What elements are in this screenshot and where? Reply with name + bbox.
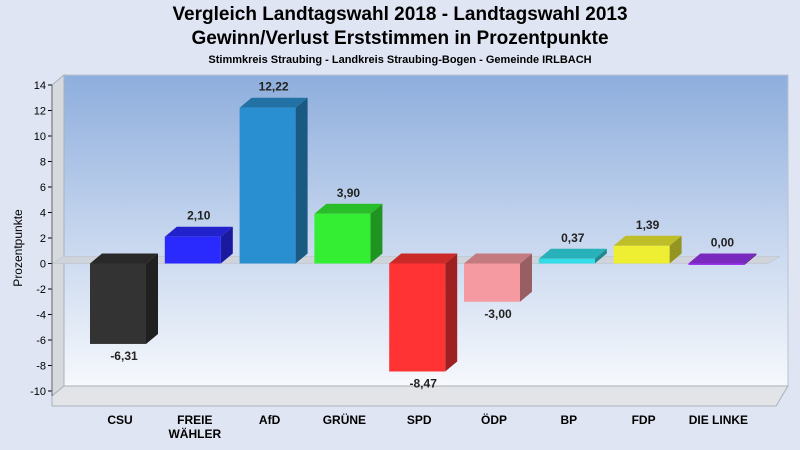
bar xyxy=(688,263,745,265)
x-tick-label: BP xyxy=(560,413,577,427)
data-label: 0,00 xyxy=(711,236,735,250)
bar xyxy=(164,236,221,264)
bar-group xyxy=(164,226,233,264)
bar-top xyxy=(688,253,757,264)
bar xyxy=(613,245,670,264)
bar-side xyxy=(669,235,682,264)
y-tick-label: -6 xyxy=(36,335,46,347)
bar-group xyxy=(239,97,308,264)
bar-group xyxy=(90,253,158,344)
bar-side xyxy=(445,253,458,372)
bar xyxy=(239,107,296,264)
x-tick-label: GRÜNE xyxy=(323,412,366,427)
bar-side xyxy=(594,248,607,264)
bar xyxy=(389,263,446,372)
y-tick-label: -10 xyxy=(30,386,46,398)
x-tick-label: FREIE xyxy=(177,413,212,427)
x-tick-label: CSU xyxy=(107,413,132,427)
bar-top xyxy=(464,253,532,264)
bar-top xyxy=(538,248,607,259)
bar-side xyxy=(370,203,383,264)
bar-side xyxy=(146,253,158,344)
bar-side xyxy=(744,253,757,265)
bar-group xyxy=(538,248,607,264)
bar-group xyxy=(314,203,383,264)
bar-side xyxy=(220,226,233,264)
data-label: 1,39 xyxy=(636,218,660,232)
bar xyxy=(538,258,595,264)
bar-side xyxy=(520,253,532,302)
data-label: 0,37 xyxy=(561,231,585,245)
chart-region-subtitle: Stimmkreis Straubing - Landkreis Straubi… xyxy=(208,54,592,66)
y-tick-label: 10 xyxy=(34,131,46,143)
bar-top xyxy=(90,253,158,264)
bar-top xyxy=(389,253,458,264)
data-label: -3,00 xyxy=(484,307,512,321)
bar-top xyxy=(613,235,682,246)
bar xyxy=(90,263,146,344)
data-label: 12,22 xyxy=(259,80,289,94)
data-label: 2,10 xyxy=(187,209,211,223)
bar-top xyxy=(239,97,308,108)
y-tick-label: 12 xyxy=(34,106,46,118)
y-tick-label: -8 xyxy=(36,361,46,373)
x-tick-label: DIE LINKE xyxy=(689,413,748,427)
data-label: 3,90 xyxy=(337,186,361,200)
plot-floor xyxy=(51,385,789,407)
data-label: -6,31 xyxy=(110,349,138,363)
data-label: -8,47 xyxy=(410,376,438,390)
x-tick-label: ÖDP xyxy=(481,412,507,427)
y-tick-label: -2 xyxy=(36,284,46,296)
y-tick-label: 0 xyxy=(40,259,46,271)
x-tick-label: WÄHLER xyxy=(168,426,221,441)
bar-group xyxy=(389,253,458,372)
y-tick-label: -4 xyxy=(36,310,46,322)
bar-top xyxy=(314,203,383,214)
bar-group xyxy=(688,253,757,265)
plot-side-wall xyxy=(51,73,65,398)
x-tick-label: SPD xyxy=(407,413,432,427)
y-tick-label: 8 xyxy=(40,157,46,169)
bar xyxy=(464,263,520,302)
y-axis-label: Prozentpunkte xyxy=(11,209,25,287)
bar-group xyxy=(464,253,532,302)
bar-top xyxy=(164,226,233,237)
y-tick-label: 6 xyxy=(40,182,46,194)
y-tick-label: 14 xyxy=(34,80,46,92)
x-tick-label: FDP xyxy=(632,413,656,427)
x-tick-label: AfD xyxy=(259,413,281,427)
chart-subtitle: Gewinn/Verlust Erststimmen in Prozentpun… xyxy=(191,28,609,49)
y-tick-label: 2 xyxy=(40,233,46,245)
y-tick-label: 4 xyxy=(40,208,46,220)
chart-title: Vergleich Landtagswahl 2018 - Landtagswa… xyxy=(172,4,628,25)
bar-group xyxy=(613,235,682,264)
bar xyxy=(314,213,371,264)
bar-side xyxy=(295,97,308,264)
